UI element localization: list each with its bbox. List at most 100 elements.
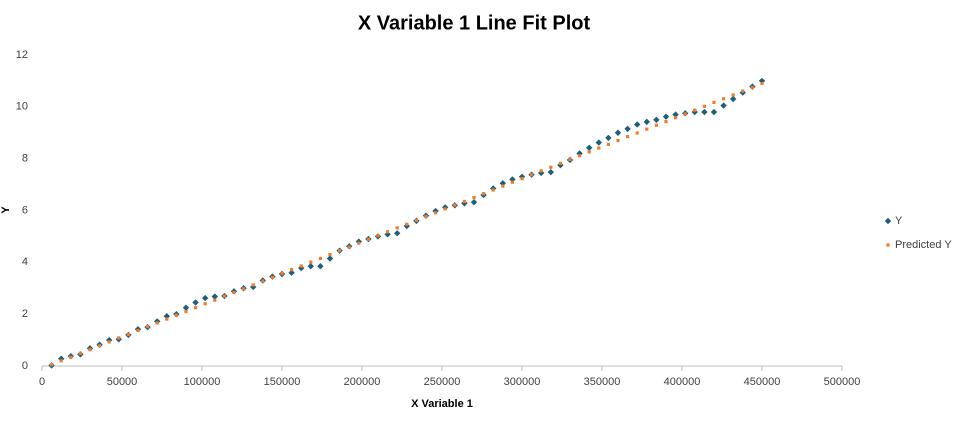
y-tick-label: 12 xyxy=(16,49,28,61)
point xyxy=(126,332,130,336)
point xyxy=(395,226,399,230)
point xyxy=(317,263,324,270)
y-tick-label: 4 xyxy=(22,256,28,268)
point xyxy=(424,214,428,219)
point xyxy=(222,294,226,298)
y-axis-title: Y xyxy=(0,206,12,214)
legend-label: Y xyxy=(895,215,903,227)
y-tick-label: 6 xyxy=(22,204,28,216)
point xyxy=(50,363,54,367)
point xyxy=(453,203,457,207)
point xyxy=(203,302,207,306)
point xyxy=(576,150,583,157)
point xyxy=(290,267,294,272)
point xyxy=(587,150,591,154)
point xyxy=(182,304,190,311)
point xyxy=(606,142,610,147)
point xyxy=(722,97,726,101)
x-tick-label: 50000 xyxy=(107,376,138,388)
point xyxy=(443,207,447,211)
point xyxy=(270,275,274,279)
point xyxy=(653,116,660,123)
point xyxy=(211,293,218,300)
point xyxy=(720,102,727,109)
point xyxy=(405,222,409,226)
point xyxy=(202,294,209,302)
x-tick-label: 200000 xyxy=(344,376,381,388)
point xyxy=(136,328,140,333)
y-tick-label: 0 xyxy=(22,360,28,372)
x-tick-label: 400000 xyxy=(664,376,701,388)
point xyxy=(98,344,102,348)
y-tick-label: 2 xyxy=(22,308,28,320)
x-axis-title: X Variable 1 xyxy=(411,398,473,410)
point xyxy=(472,195,476,200)
point xyxy=(662,113,670,120)
point xyxy=(760,81,764,86)
point xyxy=(626,135,630,139)
point xyxy=(558,161,562,165)
point xyxy=(386,230,390,234)
point xyxy=(568,157,572,162)
point xyxy=(693,108,697,112)
point xyxy=(194,306,198,310)
y-tick-label: 8 xyxy=(22,153,28,165)
x-tick-label: 0 xyxy=(39,376,45,388)
point xyxy=(326,255,334,262)
x-tick-label: 450000 xyxy=(744,376,781,388)
point xyxy=(184,309,188,314)
point xyxy=(597,146,601,150)
point xyxy=(549,165,553,169)
point xyxy=(634,121,641,128)
point xyxy=(366,237,370,241)
point xyxy=(595,139,602,146)
point xyxy=(357,241,361,245)
point xyxy=(645,127,649,131)
point xyxy=(614,129,622,136)
point xyxy=(309,260,313,264)
point xyxy=(539,169,543,173)
point xyxy=(251,283,255,287)
point xyxy=(232,290,236,294)
point xyxy=(165,317,169,321)
x-tick-label: 100000 xyxy=(184,376,221,388)
point xyxy=(510,180,514,184)
point xyxy=(299,264,303,268)
point xyxy=(731,93,735,97)
point xyxy=(242,287,246,291)
x-tick-label: 150000 xyxy=(264,376,301,388)
point xyxy=(741,89,745,93)
point xyxy=(672,111,679,118)
point xyxy=(107,340,111,344)
point xyxy=(520,177,524,181)
point xyxy=(643,118,650,126)
x-tick-label: 500000 xyxy=(824,376,861,388)
x-tick-label: 250000 xyxy=(424,376,461,388)
point xyxy=(547,168,554,176)
point xyxy=(654,123,658,127)
point xyxy=(530,173,534,177)
chart-title: X Variable 1 Line Fit Plot xyxy=(358,12,591,34)
point xyxy=(605,134,612,142)
legend-marker xyxy=(884,217,892,225)
x-tick-label: 300000 xyxy=(504,376,541,388)
point xyxy=(470,199,478,206)
point xyxy=(146,325,150,329)
legend-label: Predicted Y xyxy=(895,239,952,251)
point xyxy=(338,249,342,253)
point xyxy=(712,100,716,105)
point xyxy=(710,108,718,116)
point xyxy=(192,299,199,306)
point xyxy=(280,271,284,276)
point xyxy=(376,234,380,238)
point xyxy=(750,85,754,89)
point xyxy=(59,359,63,363)
point xyxy=(394,230,401,237)
point xyxy=(635,131,639,135)
point xyxy=(691,108,698,116)
point xyxy=(501,184,505,188)
point xyxy=(261,279,265,283)
point xyxy=(482,192,486,196)
point xyxy=(213,298,217,302)
